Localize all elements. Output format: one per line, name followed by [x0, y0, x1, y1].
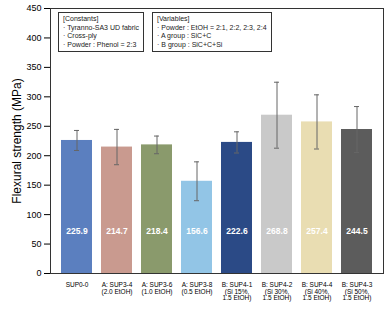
svg-text:214.7: 214.7 — [106, 226, 128, 236]
svg-text:250: 250 — [26, 121, 41, 131]
html-text:· A group : SiC+C: · A group : SiC+C — [157, 32, 212, 39]
svg-text:A: SUP3-8(0.5 EtOH): A: SUP3-8(0.5 EtOH) — [181, 281, 212, 296]
svg-text:Flexural strength (MPa): Flexural strength (MPa) — [10, 78, 24, 203]
svg-text:225.9: 225.9 — [66, 226, 88, 236]
svg-text:300: 300 — [26, 92, 41, 102]
svg-text:B: SUP4-1(Si 15%,1.5 EtOH): B: SUP4-1(Si 15%,1.5 EtOH) — [222, 281, 253, 302]
svg-text:SUP0-0: SUP0-0 — [66, 281, 89, 288]
svg-text:0: 0 — [36, 268, 41, 278]
svg-text:200: 200 — [26, 151, 41, 161]
html-text:[Constants]: [Constants] — [63, 15, 99, 22]
svg-text:50: 50 — [31, 239, 41, 249]
svg-text:150: 150 — [26, 180, 41, 190]
svg-text:244.5: 244.5 — [346, 226, 368, 236]
svg-text:268.8: 268.8 — [266, 226, 288, 236]
html-text:· Cross-ply: · Cross-ply — [63, 32, 97, 39]
html-text:· Tyranno-SA3 UD fabric: · Tyranno-SA3 UD fabric — [63, 23, 140, 31]
html-text:· B group : SiC+C+Si: · B group : SiC+C+Si — [157, 40, 223, 48]
svg-text:218.4: 218.4 — [146, 226, 168, 236]
svg-text:B: SUP4-3(Si 50%,1.5 EtOH): B: SUP4-3(Si 50%,1.5 EtOH) — [342, 281, 373, 302]
svg-text:B: SUP4-4(Si 40%,1.5 EtOH): B: SUP4-4(Si 40%,1.5 EtOH) — [302, 281, 333, 302]
svg-text:B: SUP4-2(Si 30%,1.5 EtOH): B: SUP4-2(Si 30%,1.5 EtOH) — [262, 281, 293, 302]
html-text:[Variables]: [Variables] — [157, 15, 190, 22]
svg-text:222.6: 222.6 — [226, 226, 248, 236]
svg-text:100: 100 — [26, 209, 41, 219]
svg-text:A: SUP3-4(2.0 EtOH): A: SUP3-4(2.0 EtOH) — [101, 281, 132, 296]
svg-text:257.4: 257.4 — [306, 226, 328, 236]
svg-text:350: 350 — [26, 62, 41, 72]
svg-text:A: SUP3-6(1.0 EtOH): A: SUP3-6(1.0 EtOH) — [141, 281, 172, 296]
svg-text:400: 400 — [26, 33, 41, 43]
svg-text:156.6: 156.6 — [186, 226, 208, 236]
html-text:· Powder : Phenol = 2:3: · Powder : Phenol = 2:3 — [63, 40, 137, 48]
svg-text:450: 450 — [26, 3, 41, 13]
html-text:· Powder : EtOH = 2:1, 2:2, 2:: · Powder : EtOH = 2:1, 2:2, 2:3, 2:4 — [157, 23, 267, 31]
